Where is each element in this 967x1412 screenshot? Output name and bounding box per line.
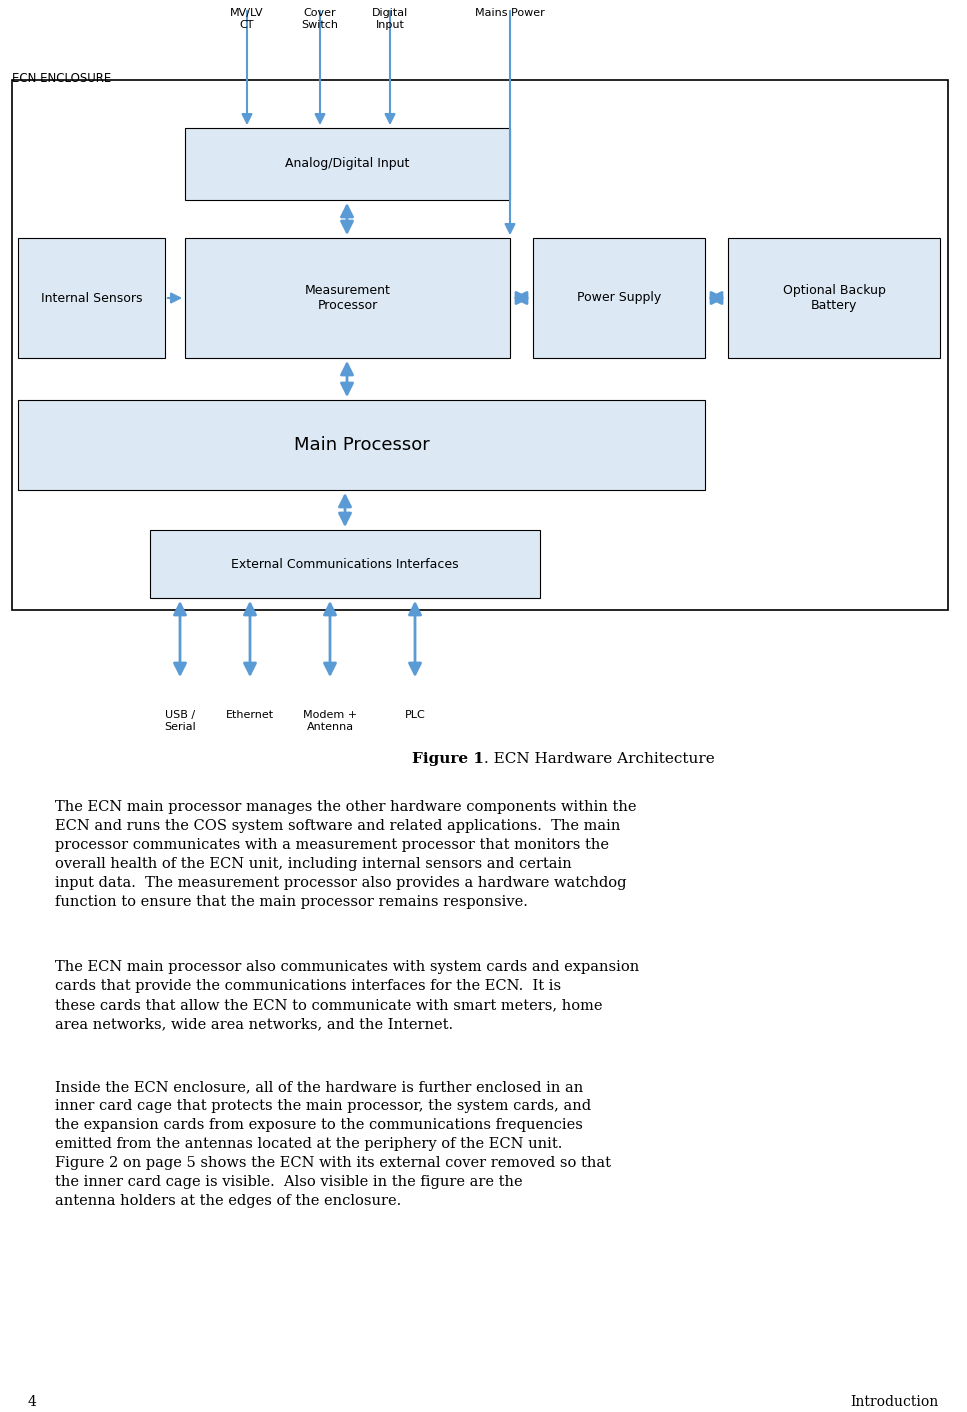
Text: Inside the ECN enclosure, all of the hardware is further enclosed in an
inner ca: Inside the ECN enclosure, all of the har… bbox=[55, 1080, 611, 1207]
Text: 4: 4 bbox=[28, 1395, 37, 1409]
Text: Cover
Switch: Cover Switch bbox=[302, 8, 338, 30]
Text: ECN ENCLOSURE: ECN ENCLOSURE bbox=[12, 72, 111, 85]
Text: Ethernet: Ethernet bbox=[226, 710, 274, 720]
Text: Mains Power: Mains Power bbox=[475, 8, 544, 18]
Bar bbox=[12, 80, 948, 610]
Text: PLC: PLC bbox=[404, 710, 425, 720]
Text: The ECN main processor also communicates with system cards and expansion
cards t: The ECN main processor also communicates… bbox=[55, 960, 639, 1031]
FancyBboxPatch shape bbox=[18, 239, 165, 359]
Text: Measurement
Processor: Measurement Processor bbox=[305, 284, 391, 312]
FancyBboxPatch shape bbox=[728, 239, 940, 359]
FancyBboxPatch shape bbox=[185, 239, 510, 359]
FancyBboxPatch shape bbox=[150, 530, 540, 599]
Text: . ECN Hardware Architecture: . ECN Hardware Architecture bbox=[484, 753, 715, 765]
Text: Main Processor: Main Processor bbox=[294, 436, 429, 455]
FancyBboxPatch shape bbox=[18, 400, 705, 490]
Text: Power Supply: Power Supply bbox=[577, 291, 661, 305]
FancyBboxPatch shape bbox=[533, 239, 705, 359]
Text: Figure 1: Figure 1 bbox=[412, 753, 484, 765]
Text: USB /
Serial: USB / Serial bbox=[164, 710, 196, 731]
Text: The ECN main processor manages the other hardware components within the
ECN and : The ECN main processor manages the other… bbox=[55, 801, 636, 909]
Text: Analog/Digital Input: Analog/Digital Input bbox=[285, 158, 410, 171]
FancyBboxPatch shape bbox=[185, 128, 510, 201]
Text: Introduction: Introduction bbox=[851, 1395, 939, 1409]
Text: External Communications Interfaces: External Communications Interfaces bbox=[231, 558, 458, 570]
Text: Optional Backup
Battery: Optional Backup Battery bbox=[782, 284, 886, 312]
Text: Digital
Input: Digital Input bbox=[372, 8, 408, 30]
Text: MV/LV
CT: MV/LV CT bbox=[230, 8, 264, 30]
Text: Internal Sensors: Internal Sensors bbox=[41, 291, 142, 305]
Text: Modem +
Antenna: Modem + Antenna bbox=[303, 710, 357, 731]
